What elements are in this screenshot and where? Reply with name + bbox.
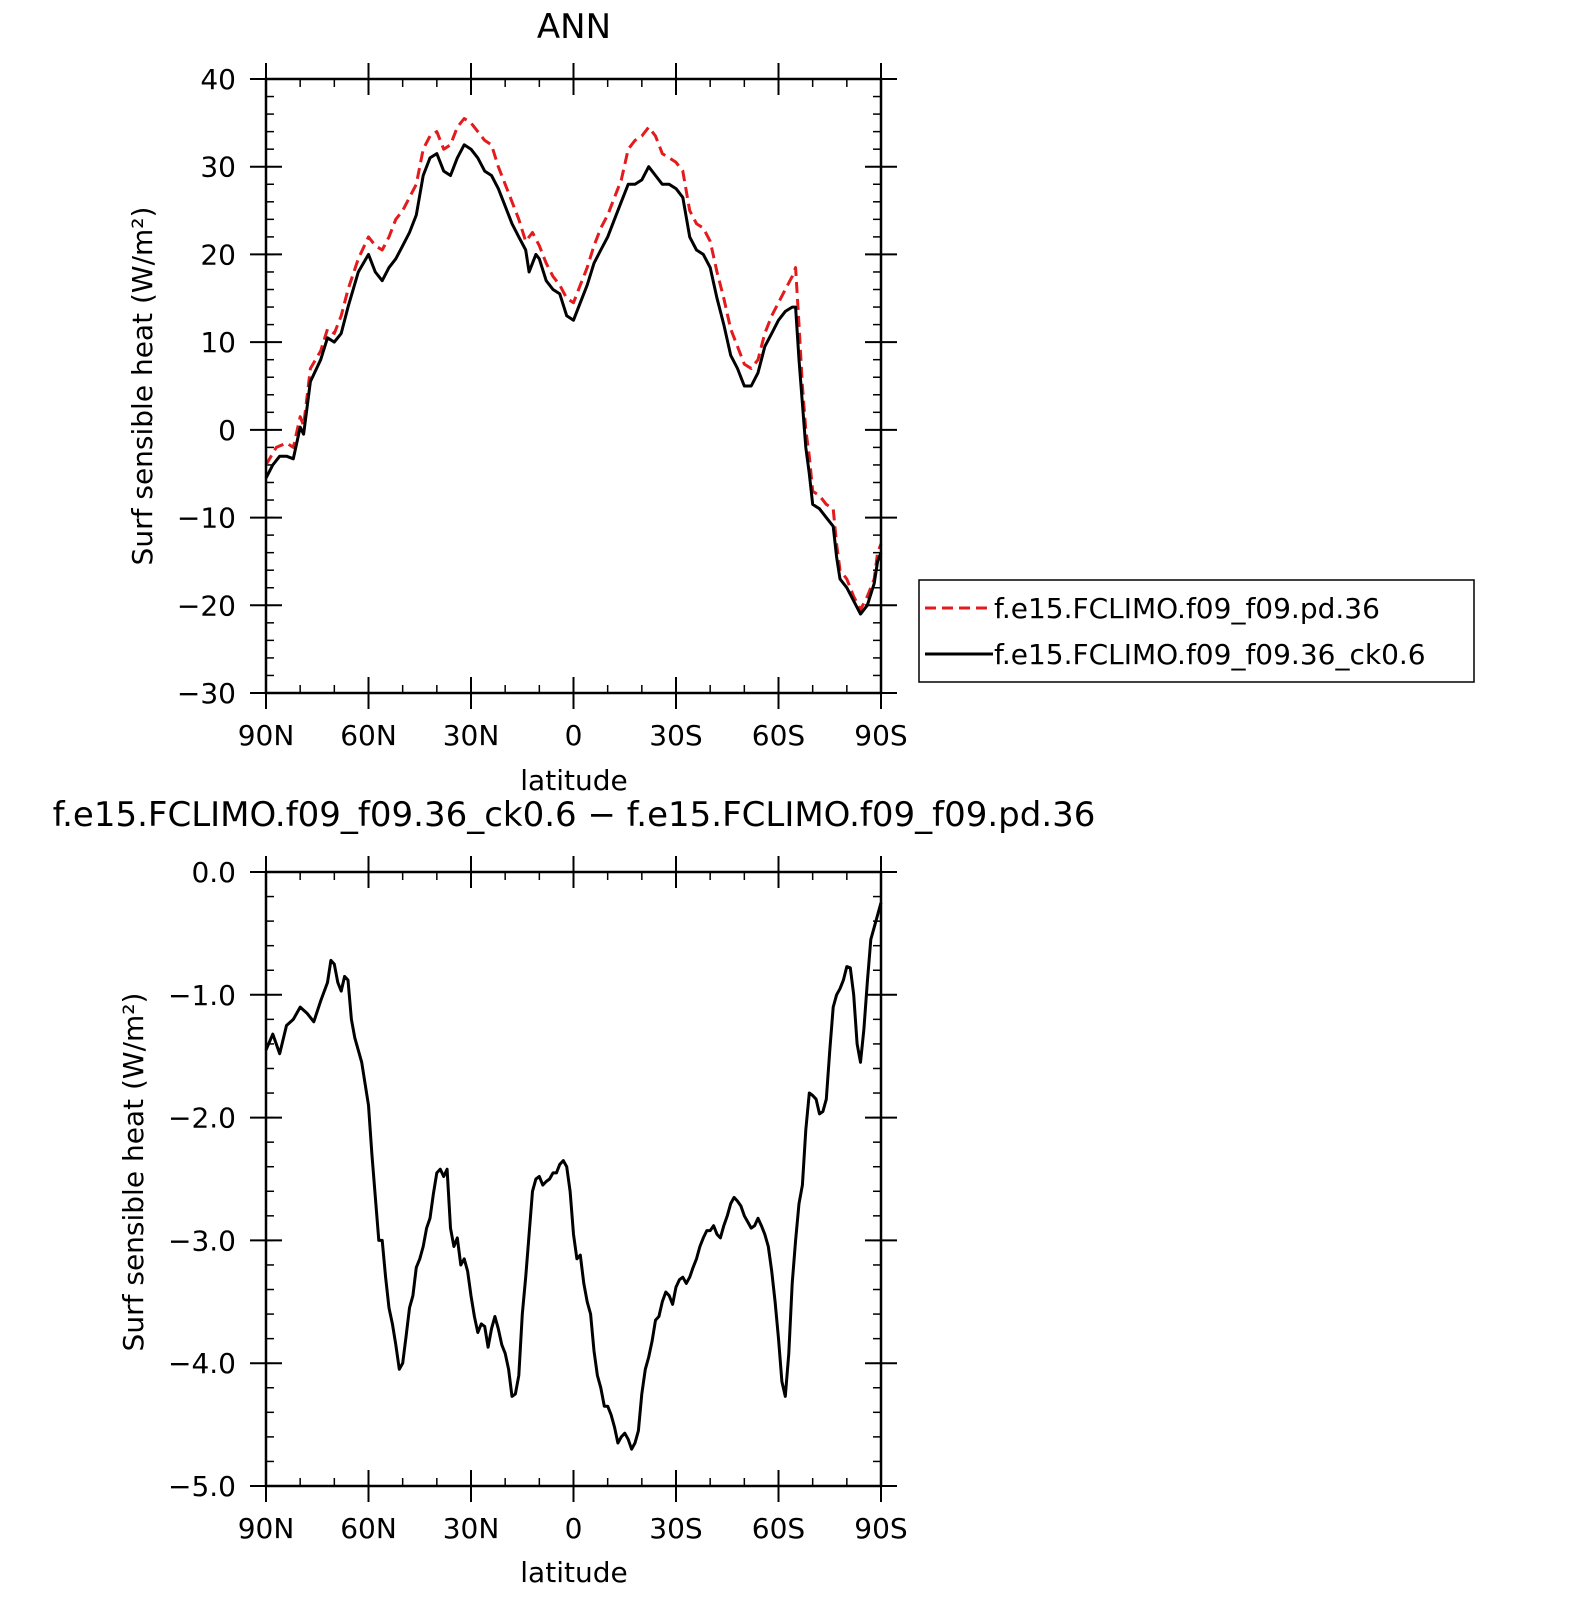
bottom-x-tick-label: 90N	[238, 1512, 295, 1545]
top-y-tick-label: −30	[177, 677, 236, 710]
bottom-x-tick-label: 30N	[443, 1512, 500, 1545]
top-x-tick-label: 60N	[340, 719, 397, 752]
top-x-tick-label: 90N	[238, 719, 295, 752]
top-chart-xlabel: latitude	[520, 764, 627, 797]
bottom-panel: f.e15.FCLIMO.f09_f09.36_ck0.6 − f.e15.FC…	[53, 795, 1096, 1589]
top-y-tick-label: −10	[177, 502, 236, 535]
bottom-y-tick-label: −4.0	[168, 1347, 236, 1380]
top-x-tick-label: 90S	[854, 719, 907, 752]
legend-label-pd36: f.e15.FCLIMO.f09_f09.pd.36	[994, 592, 1380, 625]
bottom-chart-series	[264, 902, 883, 1451]
top-chart-series	[264, 117, 883, 616]
top-x-tick-label: 30S	[649, 719, 702, 752]
bottom-chart-axes: 90N 60N 30N 0 30S 60S 90S 0.0 −1.0 −2.0 −3.0 −4.0 −5…	[168, 856, 908, 1545]
top-y-tick-label: 20	[200, 238, 236, 271]
top-y-tick-label: 10	[200, 326, 236, 359]
bottom-x-tick-label: 30S	[649, 1512, 702, 1545]
bottom-x-tick-label: 90S	[854, 1512, 907, 1545]
legend-label-ck06: f.e15.FCLIMO.f09_f09.36_ck0.6	[994, 638, 1426, 671]
top-y-tick-label: 30	[200, 151, 236, 184]
bottom-x-tick-label: 60N	[340, 1512, 397, 1545]
bottom-x-tick-label: 0	[565, 1512, 583, 1545]
top-x-tick-label: 60S	[752, 719, 805, 752]
top-series-line-0	[264, 117, 883, 612]
top-chart-axes: 90N 60N 30N 0 30S 60S 90S 40 30 20 10 0 −10 −20 −30	[177, 63, 908, 752]
bottom-y-tick-label: −5.0	[168, 1470, 236, 1503]
top-y-tick-label: 40	[200, 63, 236, 96]
top-chart-frame	[264, 77, 883, 695]
bottom-y-tick-label: −3.0	[168, 1224, 236, 1257]
bottom-y-tick-label: 0.0	[191, 856, 236, 889]
top-y-tick-label: 0	[218, 414, 236, 447]
bottom-x-tick-label: 60S	[752, 1512, 805, 1545]
top-chart-ylabel: Surf sensible heat (W/m²)	[126, 207, 159, 566]
bottom-chart-ylabel: Surf sensible heat (W/m²)	[117, 993, 150, 1352]
bottom-chart-xlabel: latitude	[520, 1556, 627, 1589]
bottom-y-tick-label: −2.0	[168, 1102, 236, 1135]
legend-box	[918, 579, 1475, 683]
bottom-series-line-0	[264, 902, 883, 1451]
bottom-y-tick-label: −1.0	[168, 979, 236, 1012]
bottom-chart-title: f.e15.FCLIMO.f09_f09.36_ck0.6 − f.e15.FC…	[53, 795, 1096, 835]
top-y-tick-label: −20	[177, 589, 236, 622]
top-x-tick-label: 30N	[443, 719, 500, 752]
bottom-chart-frame	[264, 870, 883, 1488]
top-x-tick-label: 0	[565, 719, 583, 752]
top-panel: ANN Surf sensible heat (W/m²) latitude 9…	[126, 7, 908, 797]
top-chart-title: ANN	[537, 7, 611, 47]
legend: f.e15.FCLIMO.f09_f09.pd.36 f.e15.FCLIMO.…	[918, 579, 1475, 683]
top-series-line-1	[264, 143, 883, 616]
